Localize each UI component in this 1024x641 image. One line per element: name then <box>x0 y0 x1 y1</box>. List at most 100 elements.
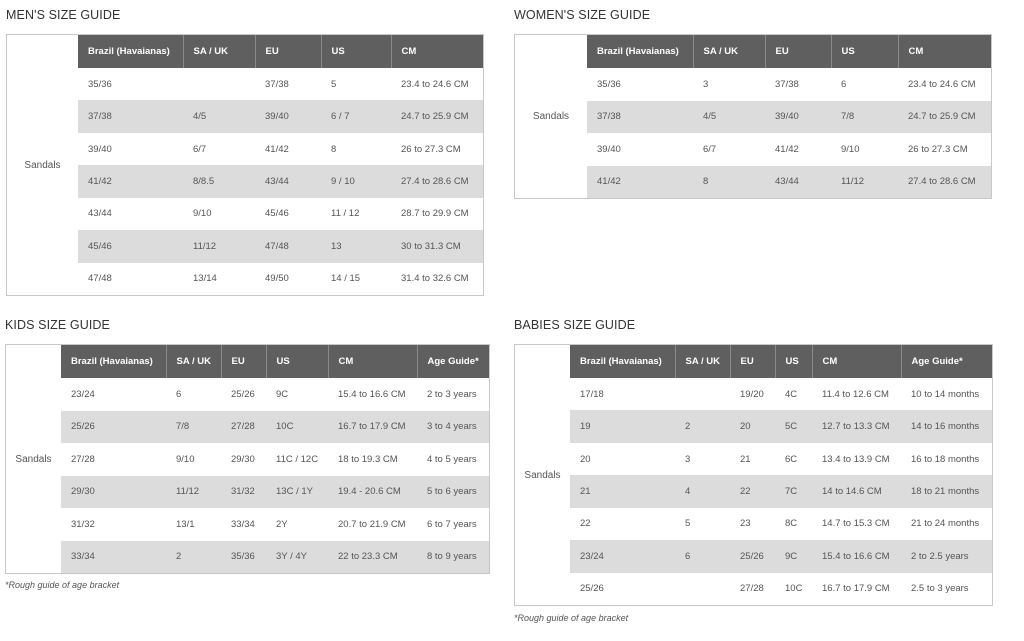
men-table-cell: 27.4 to 28.6 CM <box>391 165 483 198</box>
men-table-cell: 14 / 15 <box>321 262 391 295</box>
kids-table-cell: 7/8 <box>166 410 221 443</box>
babies-table-cell: 4C <box>775 378 812 411</box>
men-table-row: 45/46 11/12 47/48 13 30 to 31.3 CM <box>78 230 483 263</box>
men-table-cell: 6/7 <box>183 132 255 166</box>
women-table-box: Sandals Brazil (Havaianas) SA / UK EU US… <box>514 34 992 199</box>
women-table-cell: 7/8 <box>831 100 898 133</box>
women-table-cell: 6/7 <box>693 133 765 166</box>
babies-table-cell: 14 to 16 months <box>901 410 992 443</box>
kids-size-table: Brazil (Havaianas) SA / UK EU US CM Age … <box>61 345 489 573</box>
men-table-cell: 45/46 <box>255 197 321 231</box>
babies-table-cell: 21 <box>730 442 775 476</box>
women-table-row: 41/42 8 43/44 11/12 27.4 to 28.6 CM <box>587 165 991 198</box>
men-table-cell: 11 / 12 <box>321 197 391 231</box>
men-table-row: 43/44 9/10 45/46 11 / 12 28.7 to 29.9 CM <box>78 197 483 231</box>
babies-table-row: 17/18 19/20 4C 11.4 to 12.6 CM 10 to 14 mont… <box>570 378 992 411</box>
men-table-cell: 39/40 <box>255 100 321 133</box>
kids-table-row: 23/24 6 25/26 9C 15.4 to 16.6 CM 2 to 3 years <box>61 378 489 411</box>
women-header-row: Brazil (Havaianas) SA / UK EU US CM <box>587 35 991 68</box>
men-table-cell: 24.7 to 25.9 CM <box>391 100 483 133</box>
kids-table-cell: 13C / 1Y <box>266 475 328 508</box>
babies-table-cell: 10 to 14 months <box>901 378 992 411</box>
babies-table-cell <box>675 572 730 605</box>
kids-table-cell: 18 to 19.3 CM <box>328 443 417 476</box>
women-table-cell: 37/38 <box>765 68 831 101</box>
babies-table-cell: 16 to 18 months <box>901 442 992 476</box>
kids-table-cell: 9C <box>266 378 328 411</box>
kids-table-row: 31/32 13/1 33/34 2Y 20.7 to 21.9 CM 6 to 7 ye… <box>61 508 489 541</box>
babies-table-row: 20 3 21 6C 13.4 to 13.9 CM 16 to 18 months <box>570 442 992 476</box>
babies-table-cell: 20 <box>570 442 675 476</box>
babies-table-cell: 6 <box>675 540 730 573</box>
kids-header-cell: Brazil (Havaianas) <box>61 345 167 378</box>
babies-header-cell: CM <box>812 345 902 378</box>
babies-table-row: 21 4 22 7C 14 to 14.6 CM 18 to 21 months <box>570 475 992 508</box>
men-header-cell: US <box>321 35 392 68</box>
men-table-cell: 37/38 <box>255 68 321 101</box>
babies-table-cell: 2 to 2.5 years <box>901 540 992 573</box>
babies-row-label: Sandals <box>524 469 561 481</box>
kids-header-row: Brazil (Havaianas) SA / UK EU US CM Age … <box>61 345 489 378</box>
women-table-cell: 43/44 <box>765 165 831 198</box>
kids-header-cell: Age Guide* <box>417 345 489 378</box>
babies-table-cell: 23 <box>730 507 775 541</box>
kids-table-cell: 20.7 to 21.9 CM <box>328 508 417 541</box>
kids-table-row: 33/34 2 35/36 3Y / 4Y 22 to 23.3 CM 8 to 9 ye… <box>61 540 489 573</box>
men-table-row: 39/40 6/7 41/42 8 26 to 27.3 CM <box>78 132 483 166</box>
babies-table-cell: 5 <box>675 507 730 541</box>
women-header-cell: EU <box>765 35 832 68</box>
kids-table-cell: 25/26 <box>221 378 266 411</box>
babies-table-cell: 2 <box>675 410 730 443</box>
kids-table-cell: 29/30 <box>61 475 166 508</box>
women-table-cell: 35/36 <box>587 68 693 101</box>
babies-table-cell: 23/24 <box>570 540 675 573</box>
babies-table-cell: 20 <box>730 410 775 443</box>
men-guide-title: MEN'S SIZE GUIDE <box>6 8 121 22</box>
kids-table-body: 23/24 6 25/26 9C 15.4 to 16.6 CM 2 to 3 years… <box>61 378 489 573</box>
women-size-table: Brazil (Havaianas) SA / UK EU US CM 35/3… <box>587 35 991 198</box>
babies-table-row: 22 5 23 8C 14.7 to 15.3 CM 21 to 24 months <box>570 507 992 541</box>
babies-table-cell: 25/26 <box>730 540 775 573</box>
women-table-cell: 6 <box>831 68 898 101</box>
kids-table-cell: 29/30 <box>221 443 266 476</box>
kids-table-cell: 27/28 <box>61 443 166 476</box>
kids-table-row: 29/30 11/12 31/32 13C / 1Y 19.4 - 20.6 CM 5 t… <box>61 475 489 508</box>
men-table-row: 47/48 13/14 49/50 14 / 15 31.4 to 32.6 CM <box>78 262 483 295</box>
kids-table-cell: 27/28 <box>221 410 266 443</box>
babies-table-cell: 25/26 <box>570 572 675 605</box>
men-table-cell: 45/46 <box>78 230 183 263</box>
men-table-row: 41/42 8/8.5 43/44 9 / 10 27.4 to 28.6 CM <box>78 165 483 198</box>
kids-table-cell: 3 to 4 years <box>417 410 489 443</box>
women-table-row: 37/38 4/5 39/40 7/8 24.7 to 25.9 CM <box>587 100 991 133</box>
babies-table-cell: 5C <box>775 410 812 443</box>
women-table-cell: 26 to 27.3 CM <box>898 133 991 166</box>
kids-table-cell: 8 to 9 years <box>417 540 489 573</box>
women-table-cell: 23.4 to 24.6 CM <box>898 68 991 101</box>
women-table-cell: 11/12 <box>831 165 898 198</box>
babies-table-cell: 16.7 to 17.9 CM <box>812 572 901 605</box>
kids-table-cell: 31/32 <box>221 475 266 508</box>
kids-table-cell: 31/32 <box>61 508 166 541</box>
kids-table-cell: 3Y / 4Y <box>266 540 328 573</box>
men-header-cell: CM <box>391 35 483 68</box>
men-table-cell: 39/40 <box>78 132 183 166</box>
women-table-cell: 37/38 <box>587 100 693 133</box>
kids-table-row: 27/28 9/10 29/30 11C / 12C 18 to 19.3 CM 4 to… <box>61 443 489 476</box>
babies-table-box: Sandals Brazil (Havaianas) SA / UK EU US… <box>514 344 993 606</box>
men-table-cell: 5 <box>321 68 391 101</box>
men-table-cell: 43/44 <box>255 165 321 198</box>
babies-table-cell: 9C <box>775 540 812 573</box>
men-table-body: 35/36 37/38 5 23.4 to 24.6 CM 37/38 4/5 39/40 6… <box>78 68 483 295</box>
women-row-label: Sandals <box>532 111 570 122</box>
babies-table-cell: 18 to 21 months <box>901 475 992 508</box>
babies-table-cell: 19 <box>570 410 675 443</box>
kids-table-cell: 22 to 23.3 CM <box>328 540 417 573</box>
men-table-box: Sandals Brazil (Havaianas) SA / UK EU US… <box>6 34 484 296</box>
women-header-cell: Brazil (Havaianas) <box>587 35 694 68</box>
men-table-cell: 26 to 27.3 CM <box>391 132 483 166</box>
men-header-cell: Brazil (Havaianas) <box>78 35 184 68</box>
babies-table-cell <box>675 378 730 411</box>
men-header-cell: SA / UK <box>183 35 256 68</box>
babies-table-cell: 21 to 24 months <box>901 507 992 541</box>
men-table-cell: 41/42 <box>78 165 183 198</box>
